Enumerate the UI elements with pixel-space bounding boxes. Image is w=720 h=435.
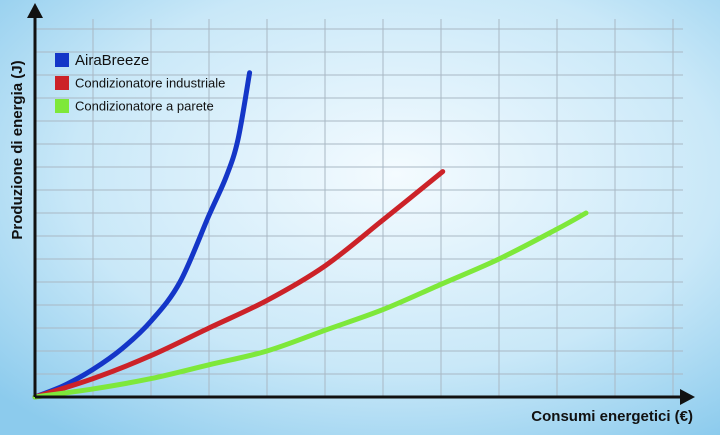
x-axis-label: Consumi energetici (€) [531,408,693,425]
legend-swatch [55,99,69,113]
legend-label: AiraBreeze [75,52,149,69]
legend-swatch [55,76,69,90]
x-axis-arrow [680,389,695,405]
y-axis-arrow [27,3,43,18]
series-line [32,169,446,400]
legend-swatch [55,53,69,67]
series-line [32,70,253,400]
legend-label: Condizionatore industriale [75,75,225,90]
y-axis-label: Produzione di energia (J) [9,60,26,239]
legend-label: Condizionatore a parete [75,98,214,113]
series-line [32,210,589,400]
